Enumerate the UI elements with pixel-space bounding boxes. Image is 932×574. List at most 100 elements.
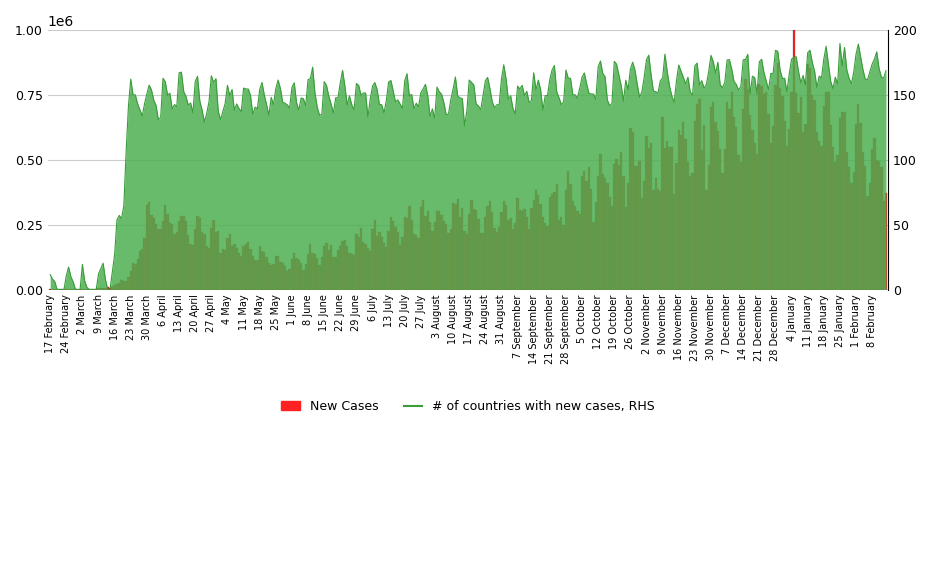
Bar [781, 96, 784, 289]
Bar [707, 165, 710, 289]
Bar [541, 218, 544, 289]
Bar [316, 258, 319, 289]
Bar [270, 265, 272, 289]
Bar [245, 244, 247, 289]
Bar [325, 243, 328, 289]
Bar [776, 63, 779, 289]
Bar [350, 254, 353, 289]
Bar [487, 205, 488, 289]
Bar [632, 132, 634, 289]
Bar [454, 204, 457, 289]
Bar [841, 112, 843, 289]
Bar [613, 164, 615, 289]
Bar [733, 117, 735, 289]
Bar [436, 211, 438, 289]
Bar [544, 223, 546, 289]
Bar [452, 203, 454, 289]
Bar [114, 285, 116, 289]
Bar [256, 259, 258, 289]
Bar [281, 263, 284, 289]
Bar [820, 146, 823, 289]
Bar [555, 184, 558, 289]
Bar [871, 149, 873, 289]
Bar [275, 256, 277, 289]
Bar [579, 214, 581, 289]
Bar [309, 244, 311, 289]
Bar [369, 251, 371, 289]
Bar [111, 286, 114, 289]
Bar [418, 238, 419, 289]
Bar [445, 224, 447, 289]
Bar [222, 250, 224, 289]
Bar [526, 217, 528, 289]
Bar [595, 201, 597, 289]
Bar [164, 205, 167, 289]
Bar [159, 229, 162, 289]
Bar [144, 238, 145, 289]
Bar [659, 191, 662, 289]
Bar [415, 235, 418, 289]
Bar [438, 211, 441, 289]
Bar [629, 129, 632, 289]
Bar [682, 122, 684, 289]
Bar [155, 224, 158, 289]
Bar [609, 197, 610, 289]
Bar [514, 223, 516, 289]
Bar [735, 127, 737, 289]
Bar [272, 264, 275, 289]
Bar [703, 126, 706, 289]
Bar [583, 171, 585, 289]
Bar [687, 162, 689, 289]
Bar [97, 288, 100, 289]
Bar [139, 251, 141, 289]
Bar [242, 246, 245, 289]
Bar [853, 172, 855, 289]
Bar [485, 216, 487, 289]
Bar [571, 201, 574, 289]
Bar [302, 270, 305, 289]
Bar [855, 125, 857, 289]
Bar [560, 217, 563, 289]
Bar [567, 171, 569, 289]
Bar [319, 265, 321, 289]
Bar [491, 212, 493, 289]
Bar [740, 162, 742, 289]
Bar [493, 228, 496, 289]
Bar [267, 263, 270, 289]
Bar [349, 253, 350, 289]
Bar [399, 245, 402, 289]
Bar [250, 249, 252, 289]
Bar [772, 126, 774, 289]
Bar [505, 205, 507, 289]
Bar [258, 246, 261, 289]
Bar [392, 221, 394, 289]
Bar [875, 160, 878, 289]
Bar [150, 215, 153, 289]
Bar [664, 148, 666, 289]
Bar [109, 288, 111, 289]
Bar [404, 216, 406, 289]
Bar [336, 250, 339, 289]
Bar [676, 164, 678, 289]
Bar [116, 284, 118, 289]
Bar [153, 218, 155, 289]
Bar [388, 231, 390, 289]
Bar [498, 227, 500, 289]
Bar [754, 144, 756, 289]
Bar [141, 249, 144, 289]
Bar [457, 199, 459, 289]
Bar [192, 245, 194, 289]
Bar [857, 104, 859, 289]
Bar [662, 118, 664, 289]
Bar [261, 251, 263, 289]
Bar [715, 122, 717, 289]
Bar [590, 189, 593, 289]
Bar [226, 238, 228, 289]
Bar [346, 246, 349, 289]
Bar [125, 281, 128, 289]
Bar [224, 250, 226, 289]
Bar [793, 30, 795, 289]
Bar [402, 237, 404, 289]
Bar [463, 231, 466, 289]
Bar [206, 246, 208, 289]
